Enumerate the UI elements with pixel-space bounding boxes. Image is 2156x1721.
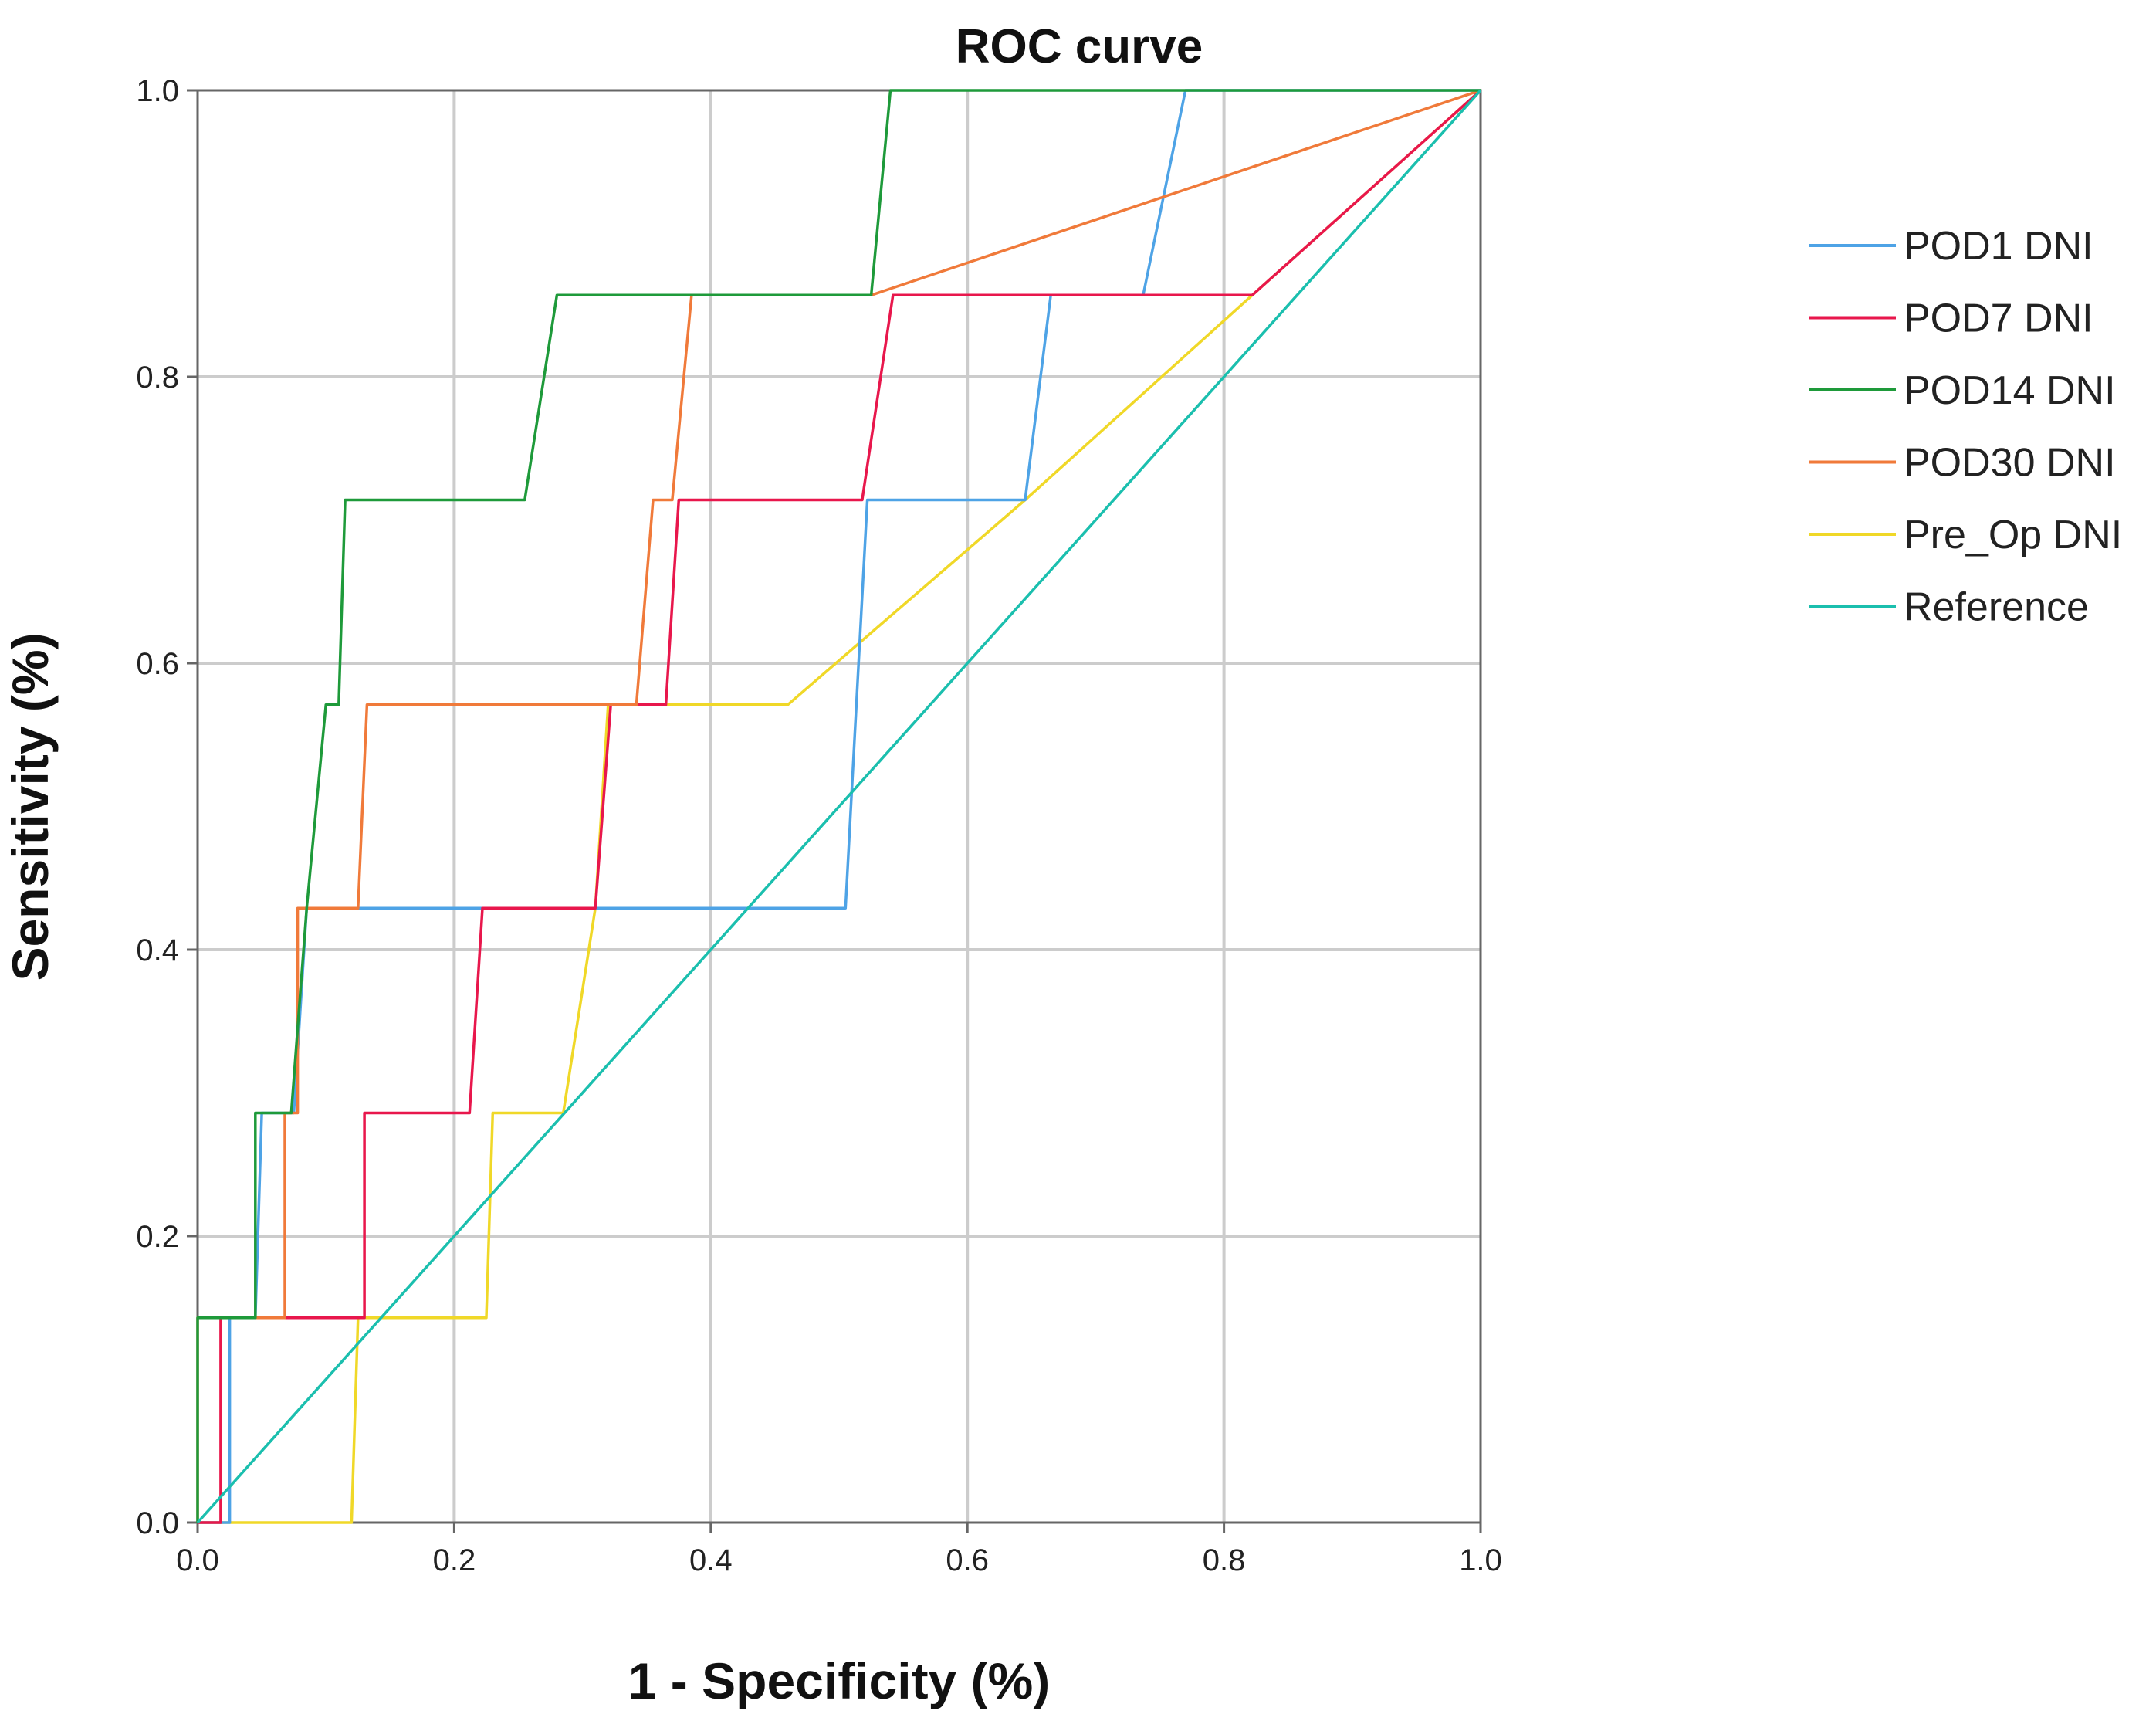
series-line-pod30-dni xyxy=(196,89,1481,1523)
legend: POD1 DNI POD7 DNI POD14 DNI POD30 DNI Pre_Op… xyxy=(1809,224,2122,630)
x-tick-label: 0.8 xyxy=(1203,1543,1246,1577)
series-line-reference xyxy=(196,89,1482,1524)
x-tick-label: 0.0 xyxy=(176,1543,219,1577)
x-tick-label: 0.2 xyxy=(433,1543,476,1577)
x-tick-label: 0.6 xyxy=(946,1543,989,1577)
y-tick-label: 0.6 xyxy=(136,647,179,681)
y-tick-label: 0.0 xyxy=(136,1506,179,1540)
x-axis-ticks: 0.0 0.2 0.4 0.6 0.8 1.0 xyxy=(176,1523,1502,1577)
y-tick-label: 1.0 xyxy=(136,74,179,108)
x-tick-label: 0.4 xyxy=(689,1543,733,1577)
x-axis-label: 1 - Specificity (%) xyxy=(628,1652,1050,1709)
legend-label-pod7-dni: POD7 DNI xyxy=(1904,296,2093,341)
legend-label-pre-op-dni: Pre_Op DNI xyxy=(1904,513,2122,557)
series-lines xyxy=(196,89,1482,1524)
plot-frame xyxy=(196,89,1482,1524)
legend-label-pod1-dni: POD1 DNI xyxy=(1904,224,2093,269)
chart-title: ROC curve xyxy=(956,20,1203,73)
y-axis-label: Sensitivity (%) xyxy=(2,632,59,981)
x-tick-label: 1.0 xyxy=(1459,1543,1502,1577)
series-line-pod14-dni xyxy=(196,89,1481,1523)
y-tick-label: 0.2 xyxy=(136,1220,179,1254)
series-line-pre-op-dni xyxy=(198,89,1482,1524)
legend-label-reference: Reference xyxy=(1904,585,2089,630)
legend-label-pod30-dni: POD30 DNI xyxy=(1904,441,2116,486)
y-tick-label: 0.4 xyxy=(136,933,179,967)
y-tick-label: 0.8 xyxy=(136,361,179,395)
y-axis-ticks: 0.0 0.2 0.4 0.6 0.8 1.0 xyxy=(136,74,198,1540)
grid xyxy=(198,90,1481,1523)
legend-label-pod14-dni: POD14 DNI xyxy=(1904,368,2116,413)
